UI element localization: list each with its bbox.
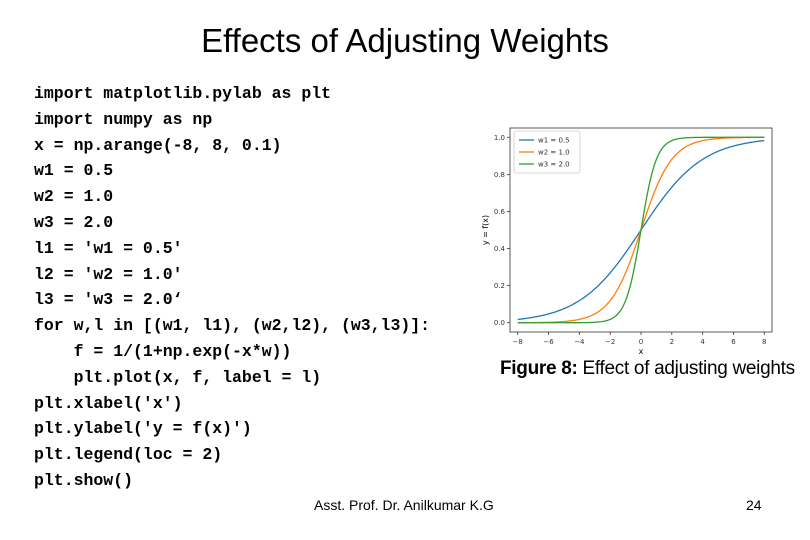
legend-entry: w2 = 1.0 — [538, 149, 570, 157]
code-line: plt.ylabel('y = f(x)') — [34, 419, 252, 439]
code-line: w1 = 0.5 — [34, 161, 114, 181]
y-axis-label: y = f(x) — [481, 215, 490, 245]
series-line-3 — [517, 136, 765, 324]
x-tick-label: 6 — [731, 338, 736, 346]
slide-title: Effects of Adjusting Weights — [201, 22, 609, 59]
legend-entry: w1 = 0.5 — [538, 137, 570, 145]
code-line: import matplotlib.pylab as plt — [34, 84, 332, 103]
y-tick-label: 0.6 — [494, 208, 506, 216]
legend-entry: w3 = 2.0 — [538, 161, 570, 169]
code-line: w2 = 1.0 — [34, 187, 114, 207]
caption-label: Figure 8: — [500, 358, 578, 379]
x-tick-label: −2 — [605, 338, 615, 346]
y-tick-label: 0.0 — [494, 319, 505, 327]
code-line: f = 1/(1+np.exp(-x*w)) — [34, 341, 292, 361]
code-line: x = np.arange(-8, 8, 0.1) — [34, 135, 282, 155]
caption-text: Effect of adjusting weights — [582, 358, 796, 379]
chart-legend: w1 = 0.5 w2 = 1.0 w3 = 2.0 — [513, 130, 581, 174]
code-line: plt.xlabel('x') — [34, 393, 183, 413]
code-block: import matplotlib.pylab as plt import num… — [34, 81, 430, 494]
x-axis-label: x — [639, 347, 644, 356]
code-line: plt.plot(x, f, label = l) — [34, 367, 322, 387]
legend-box — [513, 130, 581, 174]
x-tick-label: −8 — [513, 338, 523, 346]
code-line: l1 = 'w1 = 0.5' — [34, 238, 183, 258]
page-number: 24 — [746, 497, 762, 513]
code-line: l3 = 'w3 = 2.0‘ — [34, 290, 183, 310]
x-tick-label: 0 — [639, 338, 643, 346]
code-line: w3 = 2.0 — [34, 212, 114, 232]
sigmoid-weights-chart: −8 −6 −4 −2 0 2 4 6 8 0.0 0.2 0.4 0.6 0.8 1.0 x y = f(… — [481, 127, 773, 356]
y-tick-label: 1.0 — [494, 134, 505, 142]
code-line: for w,l in [(w1, l1), (w2,l2), (w3,l3)]: — [34, 316, 431, 336]
x-tick-label: 4 — [700, 338, 705, 346]
y-tick-label: 0.4 — [494, 245, 506, 253]
x-tick-label: −6 — [543, 338, 554, 346]
x-tick-label: 8 — [762, 338, 766, 346]
code-line: plt.legend(loc = 2) — [34, 445, 223, 465]
code-line: plt.show() — [34, 470, 134, 490]
figure-caption: Figure 8: Effect of adjusting weights — [500, 358, 795, 380]
y-tick-label: 0.8 — [494, 171, 505, 179]
code-line: l2 = 'w2 = 1.0' — [34, 264, 183, 284]
x-tick-label: 2 — [670, 338, 674, 346]
x-tick-label: −4 — [574, 338, 585, 346]
y-tick-label: 0.2 — [494, 282, 505, 290]
code-line: import numpy as np — [34, 109, 213, 129]
footer-author: Asst. Prof. Dr. Anilkumar K.G — [314, 497, 494, 513]
